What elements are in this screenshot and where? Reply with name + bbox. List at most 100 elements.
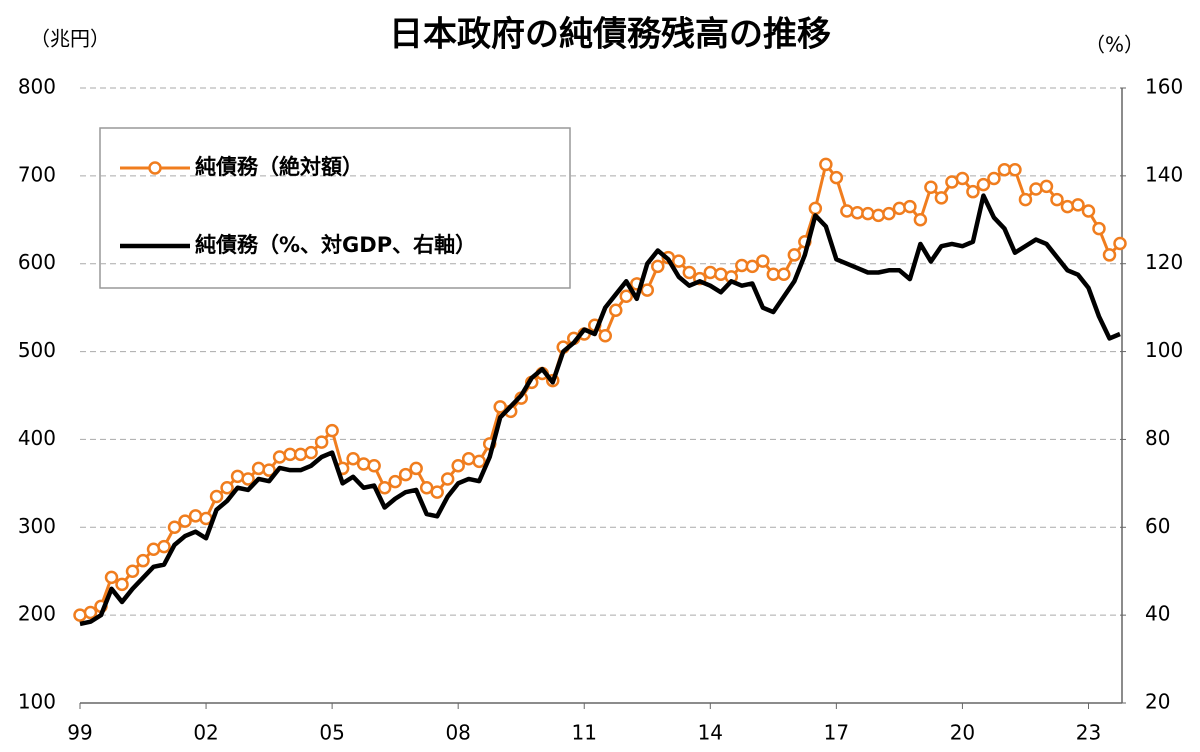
data-point <box>682 265 697 280</box>
data-point <box>146 542 161 556</box>
y2-tick-label: 80 <box>1145 426 1170 450</box>
data-point <box>640 283 655 297</box>
data-point <box>220 481 234 495</box>
data-point <box>440 472 455 486</box>
x-tick-label: 08 <box>445 721 470 745</box>
data-point <box>756 254 770 268</box>
y2-tick-label: 60 <box>1145 514 1170 538</box>
data-point <box>1050 192 1064 207</box>
data-point <box>241 472 255 486</box>
data-point <box>157 539 171 554</box>
data-point <box>83 605 98 620</box>
data-point <box>892 201 907 216</box>
y-tick-label: 100 <box>18 690 56 714</box>
data-point <box>861 206 875 221</box>
data-point <box>430 485 444 499</box>
x-tick-label: 02 <box>193 721 218 745</box>
x-tick-label: 05 <box>319 721 344 745</box>
legend-marker <box>148 161 162 175</box>
y-tick-label: 500 <box>18 338 56 362</box>
data-point <box>829 170 844 185</box>
data-point <box>314 435 329 449</box>
data-point <box>913 213 928 227</box>
data-point <box>251 461 266 476</box>
x-tick-label: 11 <box>572 721 597 745</box>
x-tick-label: 99 <box>67 721 92 745</box>
data-point <box>377 481 392 495</box>
data-point <box>1060 199 1075 214</box>
x-tick-label: 20 <box>950 721 975 745</box>
data-point <box>777 267 791 282</box>
data-point <box>1081 204 1096 218</box>
data-point <box>819 157 833 172</box>
data-point <box>745 259 760 274</box>
legend-label: 純債務（%、対GDP、右軸） <box>195 233 476 257</box>
data-point <box>136 553 150 568</box>
data-point <box>714 267 728 282</box>
data-point <box>619 289 634 303</box>
data-point <box>924 180 938 195</box>
data-point <box>188 509 203 523</box>
y2-tick-label: 40 <box>1145 602 1170 626</box>
data-point <box>272 450 287 464</box>
series-line <box>79 162 1122 617</box>
data-point <box>1071 198 1085 212</box>
data-point <box>1102 248 1117 262</box>
data-point <box>1113 236 1127 251</box>
x-tick-label: 17 <box>824 721 849 745</box>
y-tick-label: 300 <box>18 514 56 538</box>
data-point <box>609 303 623 318</box>
data-point <box>398 467 413 482</box>
data-point <box>966 184 980 199</box>
y2-tick-label: 20 <box>1145 690 1170 714</box>
data-point <box>840 204 854 218</box>
data-point <box>230 469 245 484</box>
data-point <box>262 463 276 477</box>
y-tick-label: 400 <box>18 426 56 450</box>
data-point <box>73 608 87 622</box>
data-point <box>472 454 486 469</box>
data-point <box>987 171 1001 186</box>
data-point <box>976 177 991 192</box>
data-point <box>178 514 192 528</box>
data-point <box>934 191 949 205</box>
data-point <box>356 457 371 471</box>
data-point <box>293 447 308 462</box>
data-point <box>871 208 886 223</box>
data-point <box>1008 162 1022 177</box>
data-point <box>115 577 129 592</box>
legend-label: 純債務（絶対額） <box>195 155 363 179</box>
data-point <box>598 329 613 343</box>
data-point <box>651 259 665 274</box>
data-point <box>209 489 224 504</box>
data-point <box>304 445 318 460</box>
data-point <box>703 265 718 280</box>
x-tick-label: 23 <box>1076 721 1101 745</box>
data-point <box>955 171 970 186</box>
y2-tick-label: 100 <box>1145 338 1183 362</box>
data-point <box>104 570 119 585</box>
data-point <box>451 459 465 473</box>
data-point <box>388 474 402 489</box>
data-point <box>367 459 381 473</box>
data-point <box>1018 192 1033 207</box>
x-tick-label: 14 <box>698 721 723 745</box>
chart-title: 日本政府の純債務残高の推移 <box>389 15 831 55</box>
data-point <box>125 564 140 578</box>
data-point <box>346 452 360 466</box>
legend-box <box>99 127 571 289</box>
y-tick-label: 800 <box>18 75 56 99</box>
series-line <box>79 193 1121 627</box>
y2-tick-label: 120 <box>1145 250 1183 274</box>
data-point <box>1092 221 1106 236</box>
y2-axis-label: （%） <box>1085 33 1144 57</box>
y-tick-label: 600 <box>18 250 56 274</box>
data-point <box>672 254 686 268</box>
data-point <box>1029 182 1043 196</box>
data-point <box>787 248 802 262</box>
data-point <box>461 452 476 466</box>
data-point <box>167 520 182 535</box>
y2-tick-label: 160 <box>1145 75 1183 99</box>
data-point <box>1039 179 1054 194</box>
